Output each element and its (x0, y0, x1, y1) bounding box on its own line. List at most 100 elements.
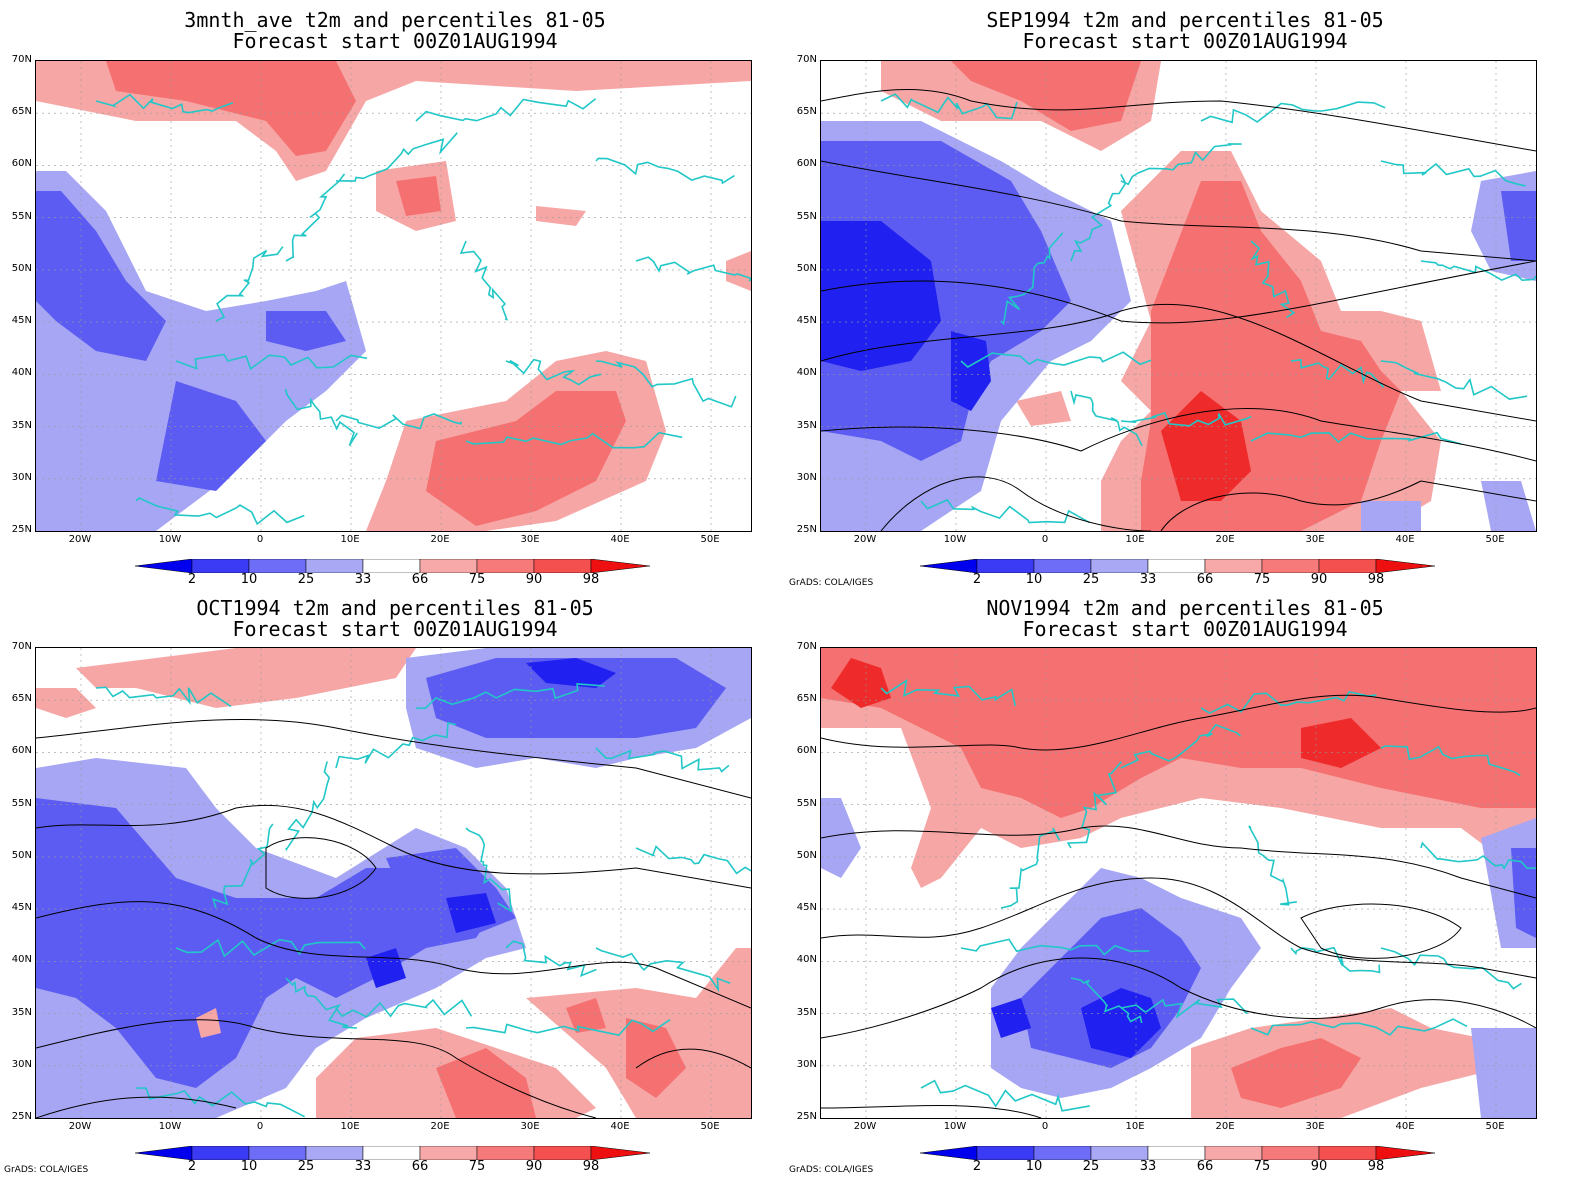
lon-tick-label: 20E (430, 1121, 450, 1132)
coastline (920, 1079, 1090, 1112)
lon-tick-label: 10E (340, 1121, 360, 1132)
colorbar-label: 66 (411, 572, 429, 587)
shaded-anomaly-region (821, 798, 861, 878)
temperature-contour (821, 1105, 1042, 1118)
lat-tick-label: 45N (796, 315, 817, 327)
shaded-anomaly-region (36, 688, 96, 718)
lat-tick-label: 60N (11, 745, 32, 757)
coastline (505, 358, 602, 386)
lat-tick-label: 60N (796, 745, 817, 757)
shaded-anomaly-region (1361, 501, 1421, 531)
coastline (465, 431, 683, 449)
colorbar-segment (1261, 1145, 1320, 1161)
colorbar-segment (533, 558, 592, 574)
colorbar-segment (419, 558, 478, 574)
colorbar-segment (1090, 558, 1149, 574)
lon-tick-label: 50E (700, 1121, 720, 1132)
temperature-contour (821, 303, 1536, 422)
colorbar-label: 33 (354, 572, 372, 587)
panel-title-line1: NOV1994 t2m and percentiles 81-05 (986, 596, 1384, 620)
lon-tick-label: 20W (68, 1121, 92, 1132)
coastline (1000, 827, 1061, 909)
colorbar-segment (976, 558, 1035, 574)
coastline (175, 353, 368, 371)
lon-tick-label: 30E (1305, 534, 1325, 545)
colorbar: 2 10 25 33 66 75 90 98 (134, 1145, 651, 1175)
lat-tick-label: 35N (796, 419, 817, 431)
lon-tick-label: 10W (158, 534, 182, 545)
colorbar-segment (533, 1145, 592, 1161)
coastline (215, 246, 284, 322)
colorbar-label: 75 (1253, 572, 1271, 587)
coastline (335, 132, 458, 182)
shaded-anomaly-region (36, 171, 366, 531)
shaded-anomaly-region (1511, 848, 1536, 938)
grads-credit: GrADS: COLA/IGES (789, 1165, 874, 1175)
lat-tick-label: 65N (796, 693, 817, 705)
lat-tick-label: 55N (796, 210, 817, 222)
shaded-anomaly-region (1501, 191, 1536, 261)
temperature-contour (821, 877, 1536, 979)
map-panel-3: OCT1994 t2m and percentiles 81-05 Foreca… (0, 590, 790, 1190)
colorbar-label: 98 (1367, 1159, 1385, 1174)
panel-title-line1: OCT1994 t2m and percentiles 81-05 (196, 596, 594, 620)
coastline (465, 827, 513, 913)
coastline (335, 998, 473, 1018)
colorbar-segment (1204, 558, 1263, 574)
panel-title-line2: Forecast start 00Z01AUG1994 (1022, 29, 1348, 53)
lon-tick-label: 30E (1305, 1121, 1325, 1132)
map-area (35, 60, 752, 532)
lon-tick-label: 50E (1485, 1121, 1505, 1132)
shaded-anomaly-region (831, 658, 891, 708)
colorbar-segment (248, 1145, 307, 1161)
coastline (1120, 412, 1252, 427)
temperature-contour (821, 957, 1536, 1039)
colorbar-segment (305, 1145, 364, 1161)
lon-tick-label: 20E (1215, 534, 1235, 545)
lat-tick-label: 40N (796, 367, 817, 379)
temperature-contour (36, 804, 751, 889)
colorbar: 2 10 25 33 66 75 90 98 (919, 558, 1436, 588)
colorbar-label: 66 (411, 1159, 429, 1174)
coastline (1120, 723, 1242, 769)
coastline (211, 823, 274, 909)
colorbar-segment (590, 558, 651, 574)
colorbar-swatches (134, 1145, 651, 1161)
coastline (1070, 390, 1143, 447)
coastline (335, 721, 457, 769)
shaded-anomaly-region (196, 1008, 221, 1038)
colorbar-segment (1033, 558, 1092, 574)
coastline (465, 1019, 671, 1036)
shaded-anomaly-region (396, 176, 441, 216)
colorbar-label: 2 (187, 1159, 197, 1174)
lat-tick-label: 30N (11, 471, 32, 483)
colorbar-segment (1318, 558, 1377, 574)
temperature-contour (36, 1096, 237, 1118)
lat-tick-label: 40N (11, 954, 32, 966)
coastline (1066, 761, 1123, 849)
lon-tick-label: 10E (1125, 1121, 1145, 1132)
temperature-contour (821, 89, 1536, 152)
map-area (820, 647, 1537, 1119)
coastline (1380, 360, 1528, 400)
coastline (284, 388, 358, 447)
temperature-contour (36, 1019, 597, 1118)
map-canvas (36, 648, 751, 1118)
lat-tick-label: 60N (11, 158, 32, 170)
grads-credit: GrADS: COLA/IGES (789, 578, 874, 588)
coastline (1250, 431, 1462, 445)
shaded-anomaly-region (426, 391, 626, 526)
lat-tick-label: 45N (796, 902, 817, 914)
colorbar-swatches (134, 558, 651, 574)
map-canvas (821, 648, 1536, 1118)
lat-tick-label: 35N (796, 1006, 817, 1018)
temperature-contour (821, 260, 1536, 324)
map-panel-1: 3mnth_ave t2m and percentiles 81-05 Fore… (0, 0, 790, 590)
map-canvas (36, 61, 751, 531)
colorbar-segment (976, 1145, 1035, 1161)
shaded-anomaly-region (1301, 718, 1381, 768)
lat-tick-label: 50N (796, 262, 817, 274)
shaded-anomaly-region (951, 331, 991, 411)
colorbar-swatches (919, 1145, 1436, 1161)
colorbar-label: 90 (525, 1159, 543, 1174)
